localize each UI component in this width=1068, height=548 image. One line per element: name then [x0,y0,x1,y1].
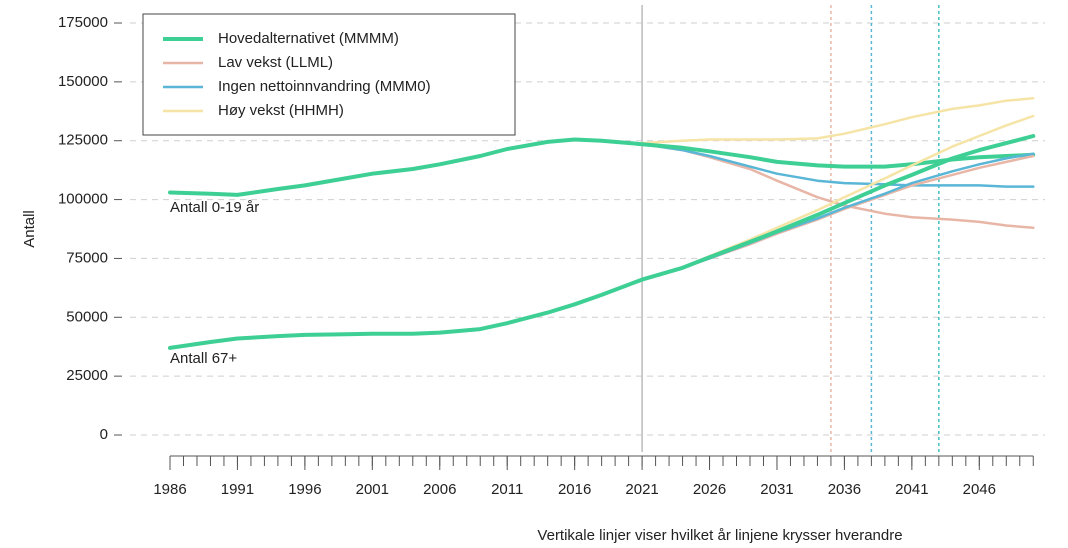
legend-label: Ingen nettoinnvandring (MMM0) [218,78,431,95]
y-axis-label: Antall [21,210,38,248]
y-tick-label: 75000 [66,249,108,266]
x-tick-label: 2001 [356,481,389,498]
legend-label: Lav vekst (LLML) [218,54,333,71]
x-tick-label: 2006 [423,481,456,498]
line [168,134,1036,350]
y-tick-label: 125000 [58,132,108,149]
x-tick-label: 2026 [693,481,726,498]
x-tick-label: 2016 [558,481,591,498]
y-tick-label: 150000 [58,73,108,90]
y-tick-label: 175000 [58,14,108,31]
y-tick-label: 0 [100,426,108,443]
legend-label: Hovedalternativet (MMMM) [218,30,399,47]
note: Vertikale linjer viser hvilket år linjen… [537,527,902,544]
annotation: Antall 67+ [170,350,237,367]
x-tick-label: 2041 [895,481,928,498]
annotation: Antall 0-19 år [170,199,259,216]
y-tick-label: 50000 [66,308,108,325]
line [640,142,1035,188]
x-tick-label: 1991 [221,481,254,498]
y-tick-label: 100000 [58,191,108,208]
x-tick-label: 1996 [288,481,321,498]
x-tick-label: 2031 [760,481,793,498]
x-tick-label: 2036 [828,481,861,498]
x-tick-label: 2021 [625,481,658,498]
y-tick-label: 25000 [66,367,108,384]
legend-box [142,13,516,136]
x-tick-label: 2046 [963,481,996,498]
legend-label: Høy vekst (HHMH) [218,102,344,119]
line [640,97,1035,145]
x-tick-label: 1986 [153,481,186,498]
x-tick-label: 2011 [491,481,523,498]
line [168,137,1036,197]
